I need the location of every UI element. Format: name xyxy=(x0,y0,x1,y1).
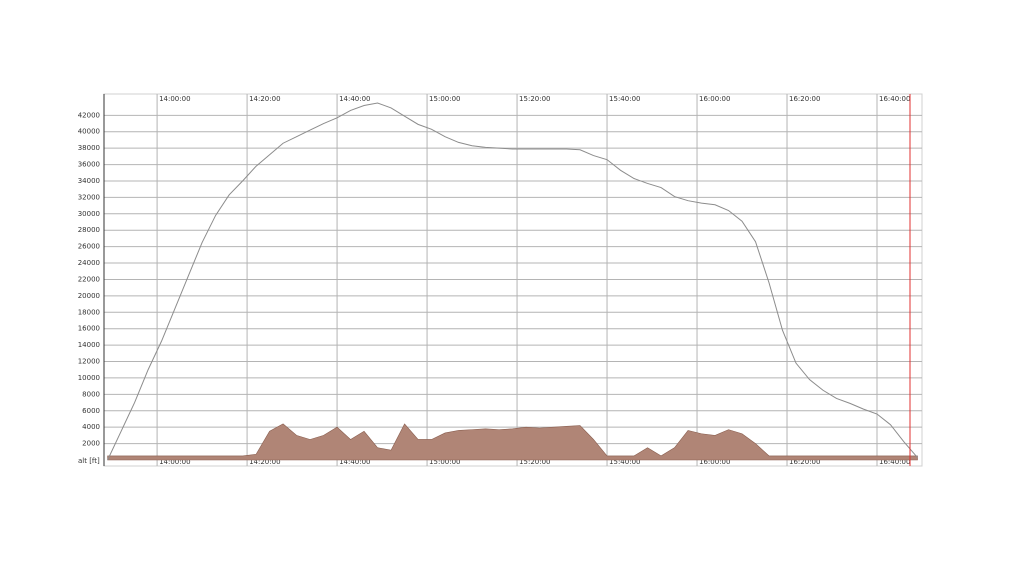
y-tick-label: 30000 xyxy=(78,210,100,218)
x-tick-label: 16:20:00 xyxy=(789,458,820,466)
y-tick-label: 16000 xyxy=(78,325,100,333)
y-tick-label: 20000 xyxy=(78,292,100,300)
x-tick-label: 16:40:00 xyxy=(879,458,910,466)
x-tick-label: 14:40:00 xyxy=(339,95,370,103)
x-tick-label: 15:40:00 xyxy=(609,95,640,103)
x-tick-label: 14:00:00 xyxy=(159,95,190,103)
x-tick-label: 14:40:00 xyxy=(339,458,370,466)
y-tick-label: 32000 xyxy=(78,193,100,201)
y-tick-label: 2000 xyxy=(82,440,100,448)
y-tick-label: 12000 xyxy=(78,358,100,366)
x-tick-label: 14:20:00 xyxy=(249,458,280,466)
y-tick-label: 42000 xyxy=(78,111,100,119)
x-tick-label: 15:00:00 xyxy=(429,95,460,103)
line xyxy=(107,102,918,461)
x-tick-label: 15:40:00 xyxy=(609,458,640,466)
y-tick-label: 4000 xyxy=(82,423,100,431)
y-tick-label: 18000 xyxy=(78,308,100,316)
x-tick-label: 16:40:00 xyxy=(879,95,910,103)
x-tick-label: 14:00:00 xyxy=(159,458,190,466)
x-tick-label: 15:00:00 xyxy=(429,458,460,466)
y-tick-label: 40000 xyxy=(78,128,100,136)
y-tick-label: 28000 xyxy=(78,226,100,234)
x-tick-label: 16:20:00 xyxy=(789,95,820,103)
y-tick-label: 24000 xyxy=(78,259,100,267)
y-tick-label: 34000 xyxy=(78,177,100,185)
y-tick-label: 10000 xyxy=(78,374,100,382)
plot-area xyxy=(103,93,923,467)
x-tick-label: 16:00:00 xyxy=(699,458,730,466)
y-tick-label: 6000 xyxy=(82,407,100,415)
y-axis-label: alt [ft] xyxy=(78,457,100,465)
x-tick-label: 15:20:00 xyxy=(519,458,550,466)
x-tick-label: 16:00:00 xyxy=(699,95,730,103)
x-tick-label: 15:20:00 xyxy=(519,95,550,103)
area xyxy=(107,423,918,461)
y-tick-label: 14000 xyxy=(78,341,100,349)
y-tick-label: 36000 xyxy=(78,161,100,169)
x-tick-label: 14:20:00 xyxy=(249,95,280,103)
y-tick-label: 26000 xyxy=(78,243,100,251)
y-tick-label: 38000 xyxy=(78,144,100,152)
y-tick-label: 8000 xyxy=(82,390,100,398)
y-tick-label: 22000 xyxy=(78,275,100,283)
